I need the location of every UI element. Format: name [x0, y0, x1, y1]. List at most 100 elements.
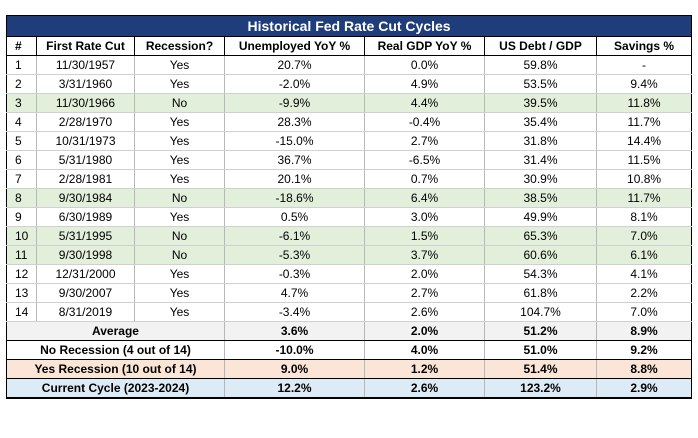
cell-real-gdp-yoy: 6.4% — [364, 188, 485, 208]
cell-unemployed-yoy: 28.3% — [224, 112, 365, 132]
cell-unemployed-yoy: -15.0% — [224, 131, 365, 151]
cell-savings: - — [595, 55, 693, 75]
summary-cell: 4.0% — [364, 340, 485, 360]
cell-first-rate-cut: 10/31/1973 — [36, 131, 135, 151]
header-row: # First Rate Cut Recession? Unemployed Y… — [6, 36, 693, 56]
summary-cell: 2.0% — [364, 321, 485, 341]
cell-real-gdp-yoy: 2.7% — [364, 283, 485, 303]
cell-savings: 11.7% — [595, 112, 693, 132]
cell-us-debt-gdp: 59.8% — [484, 55, 597, 75]
cell-savings: 14.4% — [595, 131, 693, 151]
table-row: 11 9/30/1998 No -5.3% 3.7% 60.6% 6.1% — [6, 245, 693, 265]
cell-first-rate-cut: 12/31/2000 — [36, 264, 135, 284]
cell-first-rate-cut: 2/28/1981 — [36, 169, 135, 189]
cell-real-gdp-yoy: 2.7% — [364, 131, 485, 151]
cell-us-debt-gdp: 104.7% — [484, 302, 597, 322]
cell-first-rate-cut: 5/31/1980 — [36, 150, 135, 170]
rate-cut-table: Historical Fed Rate Cut Cycles # First R… — [5, 15, 693, 399]
cell-recession: Yes — [134, 150, 225, 170]
cell-number: 10 — [6, 226, 37, 246]
cell-number: 4 — [6, 112, 37, 132]
cell-recession: Yes — [134, 112, 225, 132]
header-us-debt-gdp: US Debt / GDP — [484, 36, 597, 56]
header-number: # — [6, 36, 37, 56]
cell-real-gdp-yoy: 3.7% — [364, 245, 485, 265]
cell-us-debt-gdp: 30.9% — [484, 169, 597, 189]
cell-savings: 10.8% — [595, 169, 693, 189]
cell-real-gdp-yoy: 4.4% — [364, 93, 485, 113]
cell-number: 5 — [6, 131, 37, 151]
cell-real-gdp-yoy: 3.0% — [364, 207, 485, 227]
cell-recession: Yes — [134, 302, 225, 322]
summary-row-no-recession: No Recession (4 out of 14) -10.0% 4.0% 5… — [6, 340, 693, 360]
table-row: 10 5/31/1995 No -6.1% 1.5% 65.3% 7.0% — [6, 226, 693, 246]
cell-savings: 2.2% — [595, 283, 693, 303]
cell-recession: Yes — [134, 264, 225, 284]
rate-cut-table-container: Historical Fed Rate Cut Cycles # First R… — [5, 15, 693, 399]
cell-recession: Yes — [134, 283, 225, 303]
cell-unemployed-yoy: 4.7% — [224, 283, 365, 303]
summary-cell: 51.0% — [484, 340, 597, 360]
cell-us-debt-gdp: 54.3% — [484, 264, 597, 284]
cell-savings: 9.4% — [595, 74, 693, 94]
cell-us-debt-gdp: 39.5% — [484, 93, 597, 113]
cell-unemployed-yoy: -5.3% — [224, 245, 365, 265]
cell-us-debt-gdp: 53.5% — [484, 74, 597, 94]
table-row: 9 6/30/1989 Yes 0.5% 3.0% 49.9% 8.1% — [6, 207, 693, 227]
cell-first-rate-cut: 6/30/1989 — [36, 207, 135, 227]
cell-first-rate-cut: 5/31/1995 — [36, 226, 135, 246]
summary-label: Yes Recession (10 out of 14) — [6, 359, 225, 379]
cell-us-debt-gdp: 31.4% — [484, 150, 597, 170]
cell-real-gdp-yoy: -6.5% — [364, 150, 485, 170]
cell-number: 8 — [6, 188, 37, 208]
cell-savings: 7.0% — [595, 226, 693, 246]
cell-recession: No — [134, 245, 225, 265]
cell-number: 2 — [6, 74, 37, 94]
cell-unemployed-yoy: -18.6% — [224, 188, 365, 208]
cell-number: 11 — [6, 245, 37, 265]
summary-label: Average — [6, 321, 225, 341]
cell-savings: 11.8% — [595, 93, 693, 113]
table-row: 4 2/28/1970 Yes 28.3% -0.4% 35.4% 11.7% — [6, 112, 693, 132]
cell-savings: 7.0% — [595, 302, 693, 322]
summary-cell: 51.2% — [484, 321, 597, 341]
cell-number: 7 — [6, 169, 37, 189]
summary-row-current-cycle: Current Cycle (2023-2024) 12.2% 2.6% 123… — [6, 378, 693, 399]
cell-real-gdp-yoy: 0.7% — [364, 169, 485, 189]
cell-us-debt-gdp: 35.4% — [484, 112, 597, 132]
cell-recession: No — [134, 226, 225, 246]
cell-real-gdp-yoy: 4.9% — [364, 74, 485, 94]
header-savings: Savings % — [595, 36, 693, 56]
cell-unemployed-yoy: 20.7% — [224, 55, 365, 75]
header-unemployed-yoy: Unemployed YoY % — [224, 36, 365, 56]
cell-unemployed-yoy: -0.3% — [224, 264, 365, 284]
table-title: Historical Fed Rate Cut Cycles — [5, 15, 693, 37]
cell-first-rate-cut: 11/30/1966 — [36, 93, 135, 113]
cell-us-debt-gdp: 60.6% — [484, 245, 597, 265]
cell-savings: 8.1% — [595, 207, 693, 227]
cell-unemployed-yoy: -3.4% — [224, 302, 365, 322]
cell-recession: Yes — [134, 207, 225, 227]
summary-cell: -10.0% — [224, 340, 365, 360]
table-row: 8 9/30/1984 No -18.6% 6.4% 38.5% 11.7% — [6, 188, 693, 208]
summary-cell: 1.2% — [364, 359, 485, 379]
cell-us-debt-gdp: 61.8% — [484, 283, 597, 303]
cell-first-rate-cut: 11/30/1957 — [36, 55, 135, 75]
cell-first-rate-cut: 9/30/1984 — [36, 188, 135, 208]
cell-first-rate-cut: 9/30/2007 — [36, 283, 135, 303]
cell-first-rate-cut: 9/30/1998 — [36, 245, 135, 265]
cell-number: 14 — [6, 302, 37, 322]
cell-unemployed-yoy: 36.7% — [224, 150, 365, 170]
cell-savings: 6.1% — [595, 245, 693, 265]
cell-us-debt-gdp: 38.5% — [484, 188, 597, 208]
cell-number: 9 — [6, 207, 37, 227]
cell-number: 13 — [6, 283, 37, 303]
cell-us-debt-gdp: 49.9% — [484, 207, 597, 227]
summary-cell: 8.9% — [595, 321, 693, 341]
table-row: 1 11/30/1957 Yes 20.7% 0.0% 59.8% - — [6, 55, 693, 75]
cell-unemployed-yoy: -2.0% — [224, 74, 365, 94]
cell-first-rate-cut: 2/28/1970 — [36, 112, 135, 132]
summary-cell: 9.2% — [595, 340, 693, 360]
cell-real-gdp-yoy: 2.0% — [364, 264, 485, 284]
summary-label: Current Cycle (2023-2024) — [6, 378, 225, 399]
